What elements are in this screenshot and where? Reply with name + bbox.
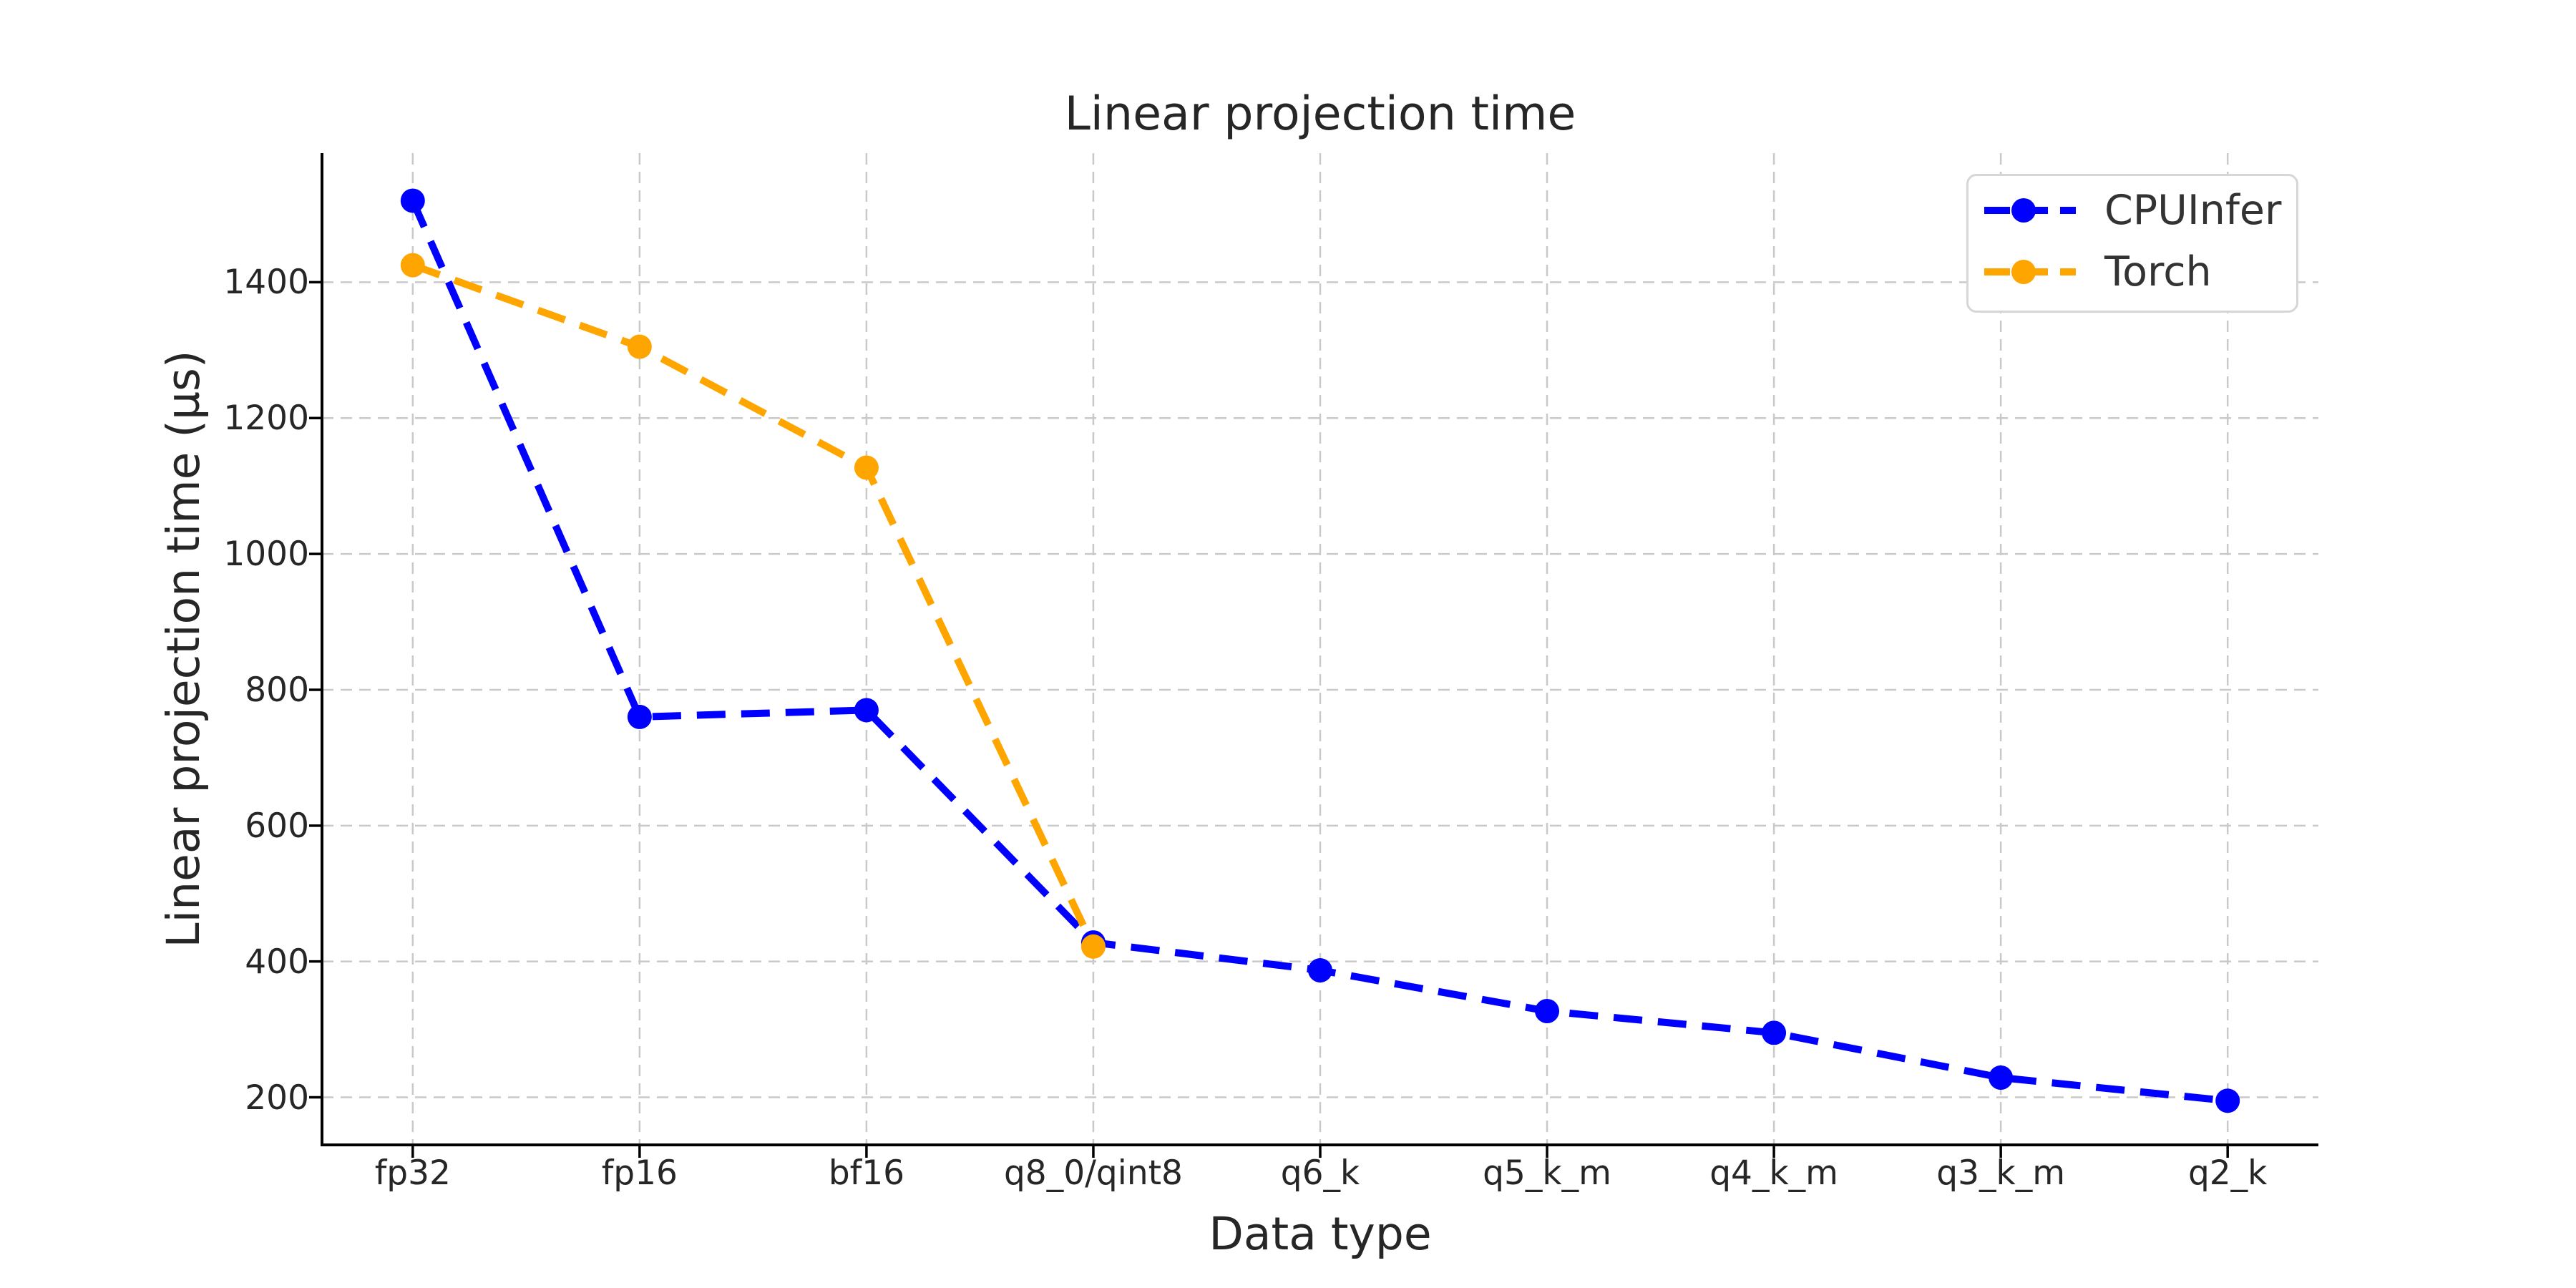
data-point-cpuinfer [1762,1020,1787,1045]
y-tick-label: 200 [245,1078,309,1118]
data-point-torch [627,334,652,359]
x-tick-label: q6_k [1280,1153,1360,1193]
data-point-torch [400,253,425,278]
legend: CPUInfer Torch [1966,174,2298,313]
x-tick-label: fp32 [374,1153,451,1193]
x-tick-label: q2_k [2187,1153,2268,1193]
y-tick-label: 400 [245,942,309,982]
legend-label: CPUInfer [2104,187,2282,234]
y-tick-label: 1000 [223,535,309,575]
legend-item-torch: Torch [1984,241,2296,303]
x-tick-label: q3_k_m [1936,1153,2065,1193]
data-point-cpuinfer [854,698,879,723]
y-tick-label: 1200 [223,399,309,439]
data-point-cpuinfer [2215,1088,2240,1113]
y-tick-label: 1400 [223,263,309,303]
data-point-cpuinfer [1989,1065,2014,1091]
legend-line-sample [1984,198,2076,223]
data-point-torch [1080,934,1106,959]
data-point-cpuinfer [400,188,425,213]
x-tick-label: q5_k_m [1483,1153,1611,1193]
data-point-cpuinfer [1308,958,1332,983]
legend-item-cpuinfer: CPUInfer [1984,180,2296,241]
legend-marker [2011,198,2036,223]
y-tick-label: 800 [245,670,309,710]
x-axis-label: Data type [1209,1208,1432,1260]
data-point-cpuinfer [1535,998,1560,1023]
chart-title: Linear projection time [1064,87,1576,141]
x-tick-label: bf16 [828,1153,904,1193]
series-line-torch [411,261,1097,948]
legend-marker [2011,260,2036,284]
x-tick-label: q8_0/qint8 [1003,1153,1183,1193]
x-tick-label: q4_k_m [1709,1153,1838,1193]
data-point-torch [854,455,879,480]
legend-label: Torch [2104,248,2212,296]
legend-line-sample [1984,260,2076,284]
data-point-cpuinfer [627,704,652,729]
x-tick-label: fp16 [601,1153,678,1193]
y-tick-label: 600 [245,806,309,846]
